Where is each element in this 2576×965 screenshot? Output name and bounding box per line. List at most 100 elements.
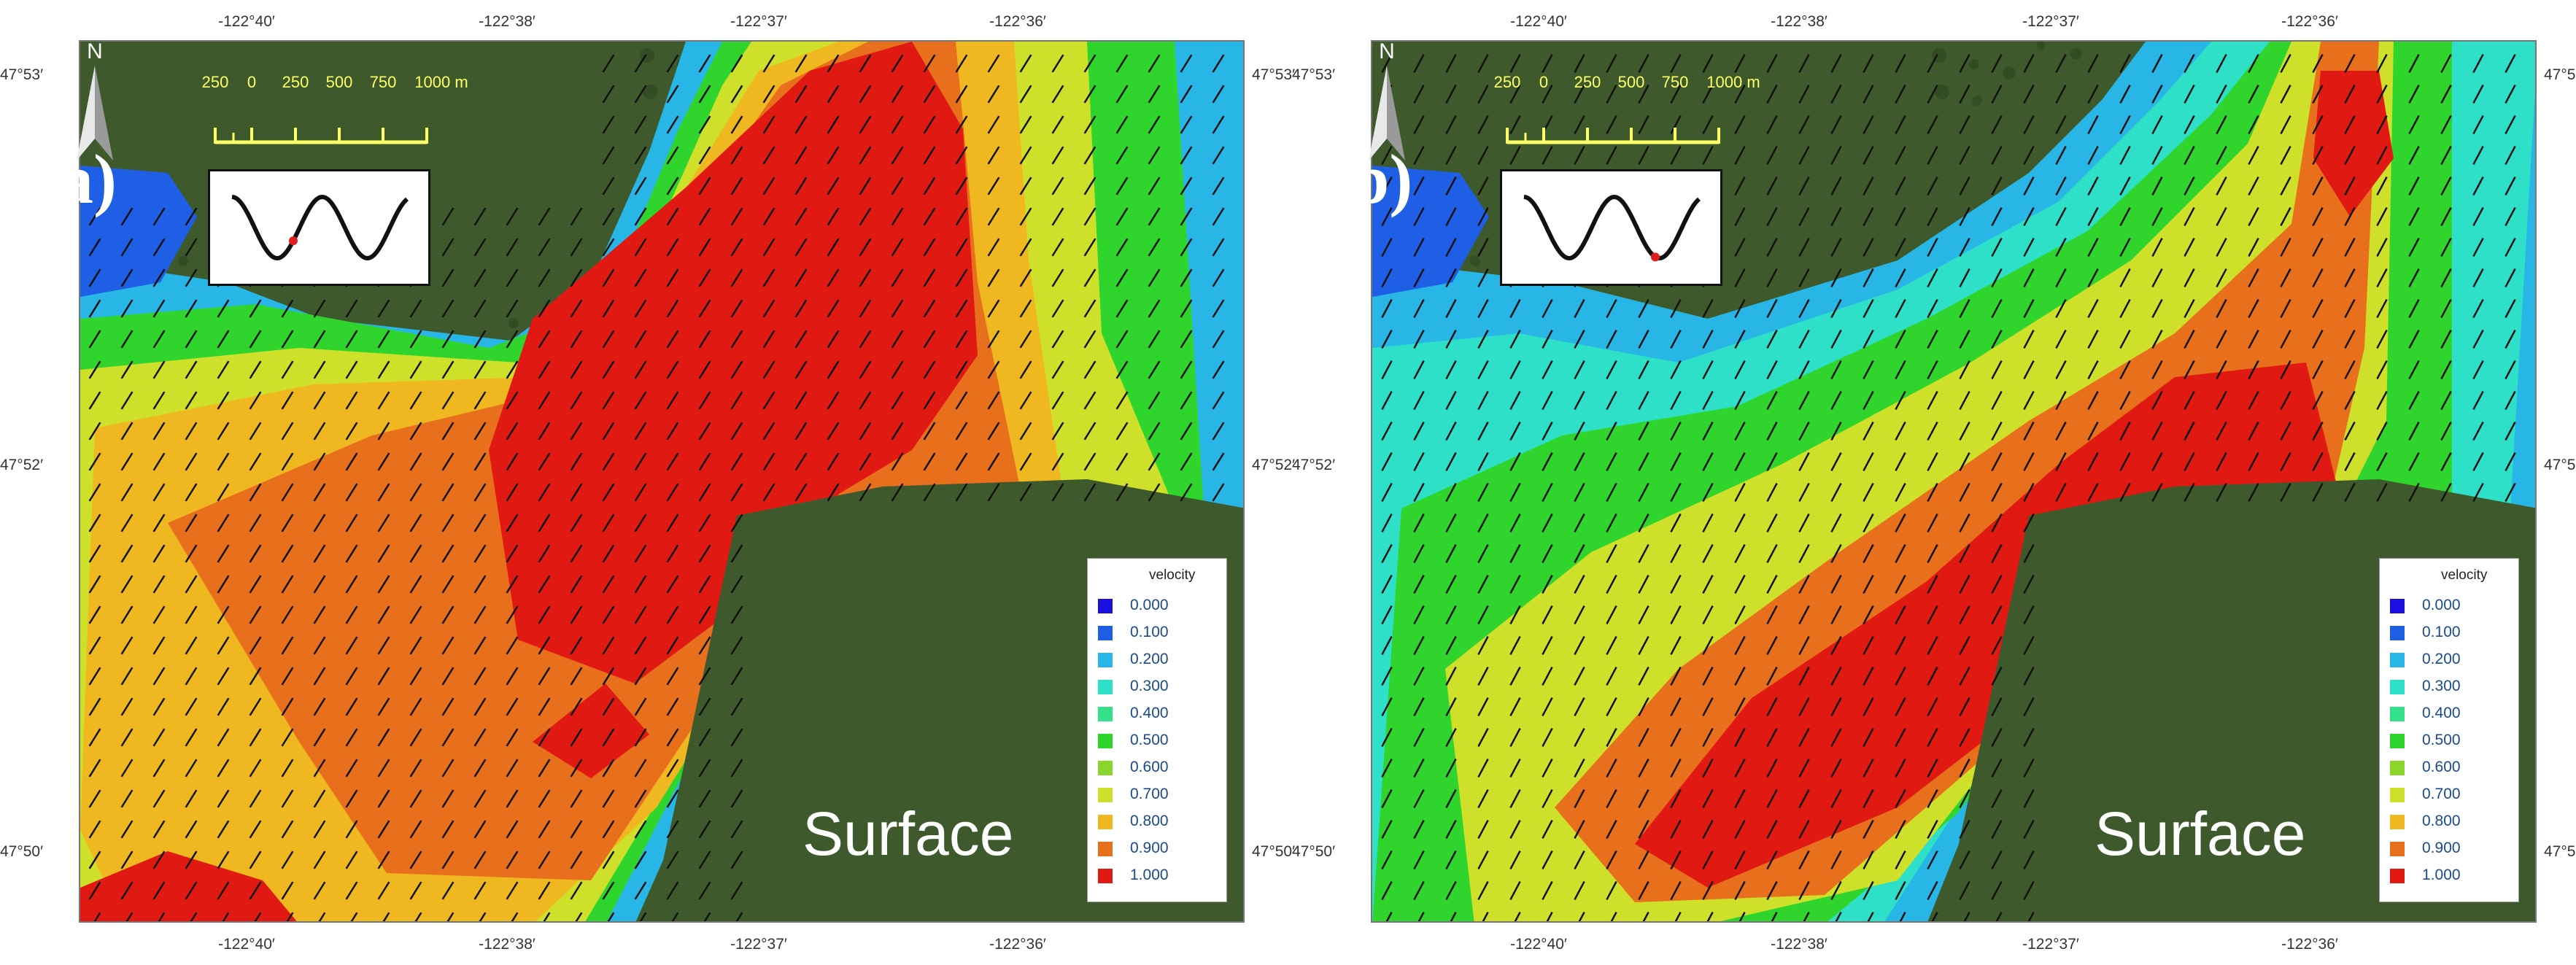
velocity-vector	[730, 513, 743, 532]
velocity-vector	[120, 513, 134, 532]
velocity-vector	[1385, 912, 1393, 921]
velocity-vector	[1863, 177, 1874, 195]
velocity-vector	[1927, 360, 1938, 379]
velocity-vector	[1542, 54, 1553, 73]
velocity-vector	[345, 513, 358, 532]
scale-label: 0	[247, 73, 257, 91]
velocity-vector	[1482, 912, 1489, 921]
velocity-map[interactable]	[79, 40, 1245, 923]
velocity-vector	[955, 238, 968, 257]
velocity-vector	[794, 452, 808, 471]
lon-tick-top: -122°38′	[1771, 13, 1827, 30]
velocity-vector	[1445, 207, 1457, 226]
velocity-vector	[2280, 146, 2291, 165]
legend-swatch	[1098, 707, 1113, 721]
velocity-vector	[185, 728, 198, 747]
legend-value: 0.100	[1130, 624, 1169, 640]
velocity-vector	[891, 422, 904, 441]
velocity-vector	[1702, 146, 1714, 165]
velocity-vector	[1574, 146, 1585, 165]
velocity-vector	[441, 728, 455, 747]
velocity-vector	[666, 299, 679, 318]
velocity-vector	[2151, 177, 2163, 195]
velocity-vector	[1670, 728, 1682, 747]
velocity-vector	[1798, 330, 1810, 349]
velocity-vector	[1606, 728, 1617, 747]
velocity-vector	[1959, 850, 1970, 869]
velocity-vector	[1606, 544, 1617, 563]
velocity-vector	[217, 820, 230, 839]
velocity-vector	[506, 299, 519, 318]
velocity-vector	[1830, 513, 1842, 532]
velocity-vector	[152, 575, 166, 594]
velocity-vector	[827, 299, 840, 318]
velocity-vector	[1051, 146, 1064, 165]
velocity-vector	[88, 483, 101, 502]
velocity-vector	[1638, 850, 1649, 869]
velocity-vector	[634, 575, 647, 594]
velocity-vector	[281, 483, 294, 502]
velocity-vector	[1670, 422, 1682, 441]
velocity-vector	[602, 299, 615, 318]
velocity-vector	[1702, 759, 1714, 778]
velocity-vector	[1766, 268, 1778, 287]
velocity-vector	[1509, 881, 1521, 900]
velocity-vector	[88, 636, 101, 655]
velocity-vector	[1927, 513, 1938, 532]
velocity-vector	[666, 850, 679, 869]
velocity-vector	[1381, 299, 1393, 318]
velocity-map[interactable]	[1371, 40, 2537, 923]
velocity-vector	[859, 115, 872, 134]
velocity-vector	[409, 697, 422, 716]
velocity-vector	[2023, 575, 2035, 594]
velocity-vector	[1148, 452, 1161, 471]
legend-swatch	[2390, 707, 2405, 721]
velocity-vector	[1991, 789, 2003, 808]
velocity-vector	[1509, 789, 1521, 808]
velocity-vector	[1927, 452, 1938, 471]
velocity-vector	[730, 820, 743, 839]
velocity-vector	[1574, 667, 1585, 686]
velocity-vector	[570, 820, 583, 839]
velocity-vector	[1514, 912, 1521, 921]
velocity-vector	[1991, 850, 2003, 869]
velocity-vector	[2408, 391, 2420, 410]
velocity-vector	[2408, 146, 2420, 165]
velocity-vector	[1445, 85, 1457, 104]
scale-label: 500	[325, 73, 353, 91]
velocity-vector	[602, 667, 615, 686]
velocity-vector	[698, 268, 711, 287]
velocity-vector	[1830, 483, 1842, 502]
velocity-vector	[1991, 513, 2003, 532]
velocity-vector	[730, 115, 743, 134]
velocity-vector	[2280, 115, 2291, 134]
velocity-vector	[1766, 177, 1778, 195]
velocity-vector	[441, 544, 455, 563]
velocity-vector	[88, 575, 101, 594]
velocity-vector	[1083, 391, 1096, 410]
velocity-vector	[1413, 238, 1425, 257]
velocity-vector	[1670, 759, 1682, 778]
velocity-vector	[2280, 299, 2291, 318]
velocity-vector	[1413, 452, 1425, 471]
velocity-vector	[538, 513, 551, 532]
velocity-vector	[2055, 391, 2067, 410]
velocity-vector	[859, 54, 872, 73]
velocity-vector	[2023, 697, 2035, 716]
legend-swatch	[2390, 653, 2405, 667]
velocity-vector	[1734, 268, 1746, 287]
velocity-vector	[120, 544, 134, 563]
velocity-vector	[1212, 299, 1225, 318]
velocity-vector	[2023, 238, 2035, 257]
velocity-vector	[1381, 575, 1393, 594]
velocity-vector	[2151, 207, 2163, 226]
legend-swatch	[1098, 680, 1113, 694]
velocity-vector	[538, 544, 551, 563]
velocity-contour-band	[533, 683, 649, 778]
map-panel-b: -122°40′ -122°38′ -122°37′ -122°36′ -122…	[1292, 0, 2576, 965]
velocity-vector	[345, 575, 358, 594]
scale-bar: 250 0 250 500 750 1000 m	[1494, 73, 1814, 153]
velocity-vector	[249, 513, 262, 532]
velocity-vector	[88, 881, 101, 900]
velocity-vector	[281, 299, 294, 318]
